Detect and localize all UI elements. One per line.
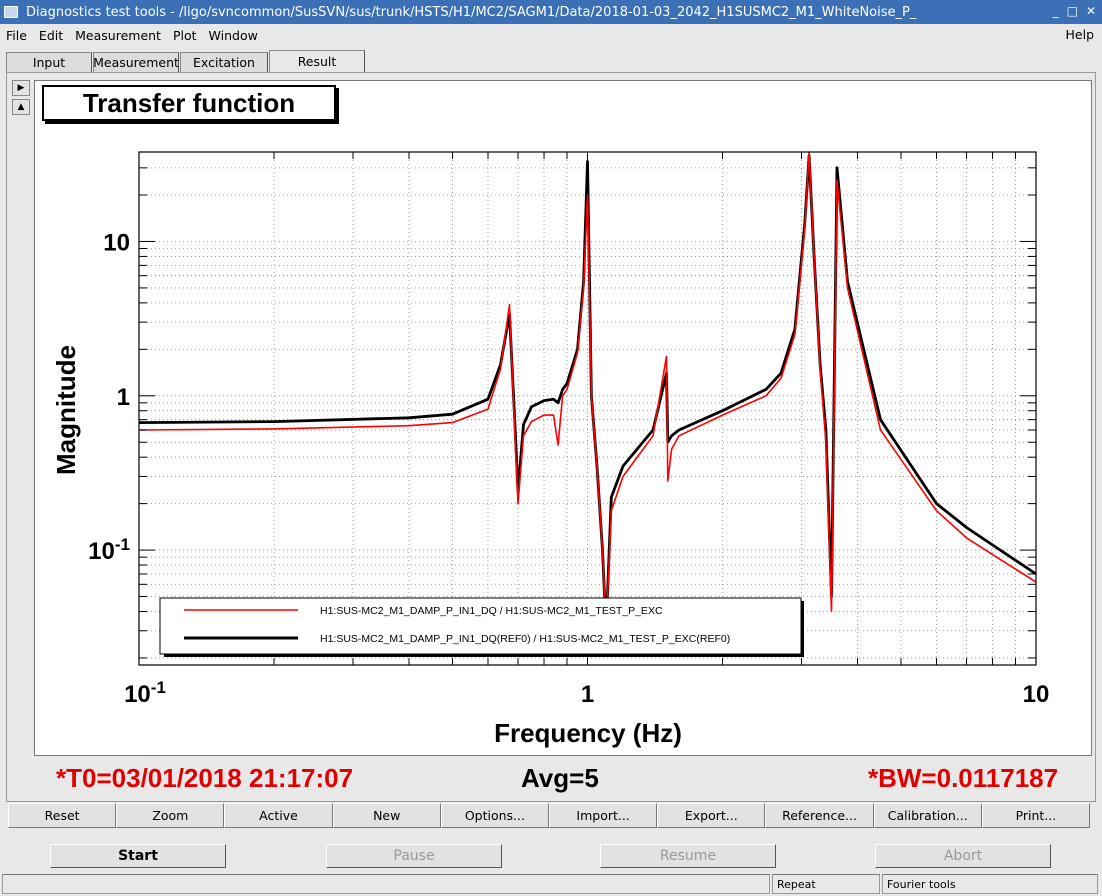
y-tick-label: 1 (117, 384, 130, 411)
t0-label: *T0=03/01/2018 21:17:07 (56, 763, 354, 793)
zoom-button[interactable]: Zoom (116, 803, 225, 828)
tab-measurement[interactable]: Measurement (93, 52, 179, 72)
calibration-button[interactable]: Calibration... (873, 803, 982, 828)
status-mode: Repeat (772, 874, 880, 894)
chart-legend: H1:SUS-MC2_M1_DAMP_P_IN1_DQ / H1:SUS-MC2… (159, 597, 804, 657)
x-tick-label: 1 (581, 681, 594, 708)
plot-toolbar: Reset Zoom Active New Options... Import.… (8, 803, 1091, 828)
x-tick-label: 10-1 (124, 678, 166, 709)
y-axis-label: Magnitude (51, 345, 81, 475)
pad-next-icon[interactable]: ▶ (12, 80, 30, 96)
pad-prev-icon[interactable]: ▲ (12, 99, 30, 115)
chart-series (138, 151, 1037, 633)
status-bar: Repeat Fourier tools (0, 874, 1102, 896)
menu-window[interactable]: Window (208, 27, 258, 43)
status-tool: Fourier tools (882, 874, 1098, 894)
close-icon[interactable]: ✕ (1085, 4, 1096, 18)
legend-label-measurement: H1:SUS-MC2_M1_DAMP_P_IN1_DQ / H1:SUS-MC2… (320, 605, 663, 617)
active-button[interactable]: Active (224, 803, 333, 828)
maximize-icon[interactable]: □ (1066, 4, 1078, 18)
tab-bar: Input Measurement Excitation Result (6, 50, 366, 74)
menu-edit[interactable]: Edit (38, 27, 64, 43)
bandwidth-label: *BW=0.0117187 (868, 763, 1059, 793)
tab-result[interactable]: Result (269, 50, 365, 72)
x-tick-label: 10 (1023, 681, 1050, 708)
window-titlebar: Diagnostics test tools - /ligo/svncommon… (0, 0, 1102, 24)
minimize-icon[interactable]: _ (1052, 4, 1059, 18)
menu-help[interactable]: Help (1065, 27, 1095, 42)
tab-input[interactable]: Input (6, 52, 92, 72)
export-button[interactable]: Export... (657, 803, 766, 828)
chart-ticks: 10-1 1 10 10-1 1 10 (88, 152, 1049, 708)
import-button[interactable]: Import... (549, 803, 658, 828)
series-measurement-line (138, 151, 1037, 632)
print-button[interactable]: Print... (981, 803, 1091, 828)
abort-button[interactable]: Abort (875, 844, 1051, 868)
window-title: Diagnostics test tools - /ligo/svncommon… (26, 4, 917, 20)
legend-label-reference: H1:SUS-MC2_M1_DAMP_P_IN1_DQ(REF0) / H1:S… (320, 633, 730, 645)
menu-bar: File Edit Measurement Plot Window Help (0, 24, 1102, 46)
reset-button[interactable]: Reset (8, 803, 117, 828)
reference-button[interactable]: Reference... (765, 803, 874, 828)
average-count: Avg=5 (521, 763, 599, 793)
result-panel (6, 72, 1096, 802)
resume-button[interactable]: Resume (600, 844, 776, 868)
window-menu-icon[interactable] (4, 6, 18, 18)
y-tick-label: 10 (103, 229, 130, 256)
menu-plot[interactable]: Plot (172, 27, 197, 43)
y-tick-label: 10-1 (88, 535, 130, 566)
pause-button[interactable]: Pause (326, 844, 502, 868)
tab-excitation[interactable]: Excitation (180, 52, 268, 72)
plot-title: Transfer function (42, 85, 336, 121)
start-button[interactable]: Start (50, 844, 226, 868)
x-axis-label: Frequency (Hz) (494, 718, 682, 748)
status-message (2, 874, 770, 894)
menu-file[interactable]: File (6, 27, 27, 43)
new-button[interactable]: New (332, 803, 441, 828)
options-button[interactable]: Options... (440, 803, 550, 828)
menu-measurement[interactable]: Measurement (75, 27, 161, 43)
